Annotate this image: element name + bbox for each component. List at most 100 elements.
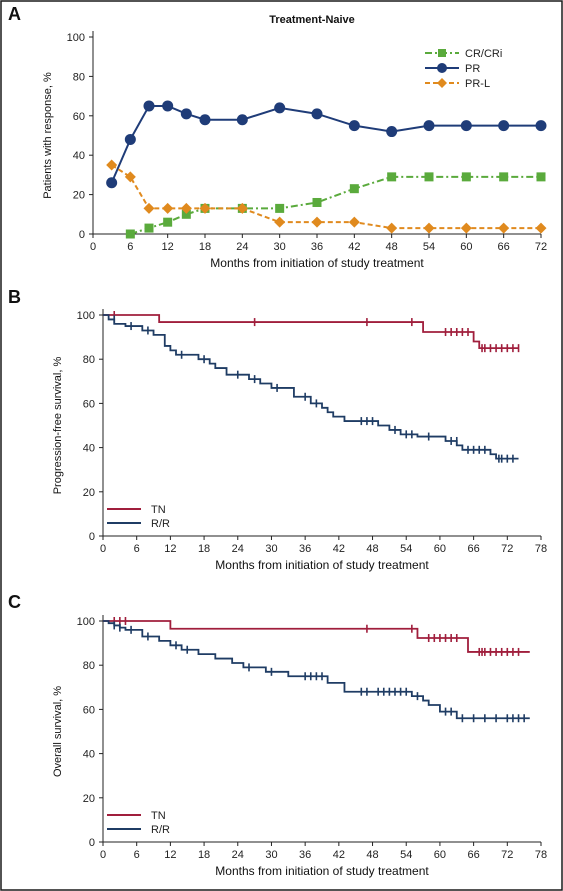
y-tick-label: 60: [73, 111, 85, 123]
legend-marker: [437, 78, 447, 88]
data-point-pr: [348, 120, 360, 132]
panel-a-response-chart: A 0 20 40 60 80 100 0 6 12 18 24 30 36 42 48 54 60 66 72 Mon…: [8, 4, 547, 270]
data-point-cr-cri: [144, 223, 154, 233]
y-tick-label: 60: [83, 704, 95, 716]
x-tick-label: 78: [535, 849, 547, 861]
panel-c-os-chart: C 0 20 40 60 80 100 0 6 12 18 24 30 36 42 48 54 60 66 72 78 M…: [8, 592, 547, 878]
panel-b-pfs-chart: B 0 20 40 60 80 100 0 6 12 18 24 30 36 42 48 54 60 66 72 78 M…: [8, 287, 547, 572]
data-point-pr: [143, 100, 155, 112]
legend-label: R/R: [151, 824, 170, 836]
data-point-cr-cri: [387, 172, 397, 182]
x-tick-label: 60: [434, 543, 446, 555]
x-tick-label: 66: [467, 543, 479, 555]
data-point-pr: [535, 120, 547, 132]
y-tick-label: 40: [73, 150, 85, 162]
y-tick-label: 0: [89, 531, 95, 543]
data-point-pr-l: [124, 171, 136, 183]
data-point-cr-cri: [536, 172, 546, 182]
x-tick-label: 30: [265, 543, 277, 555]
data-point-cr-cri: [125, 229, 135, 239]
x-tick-label: 36: [299, 543, 311, 555]
data-point-cr-cri: [312, 197, 322, 207]
data-point-cr-cri: [163, 217, 173, 227]
data-point-pr-l: [498, 222, 510, 234]
x-tick-label: 24: [232, 849, 244, 861]
x-tick-label: 54: [400, 849, 412, 861]
x-tick-label: 60: [434, 849, 446, 861]
panel-letter: A: [8, 4, 21, 24]
x-tick-label: 24: [232, 543, 244, 555]
legend-label: PR-L: [465, 78, 490, 90]
data-point-pr: [274, 102, 286, 114]
x-tick-label: 66: [467, 849, 479, 861]
data-point-cr-cri: [424, 172, 434, 182]
y-tick-label: 40: [83, 749, 95, 761]
x-tick-label: 36: [311, 241, 323, 253]
data-point-pr-l: [423, 222, 435, 234]
x-tick-label: 12: [164, 543, 176, 555]
km-curve-tn: [103, 620, 530, 653]
data-point-pr-l: [274, 216, 286, 228]
legend-label: PR: [465, 63, 480, 75]
data-point-pr: [236, 114, 248, 126]
data-point-cr-cri: [275, 203, 285, 213]
y-axis-label: Overall survival, %: [52, 686, 64, 777]
y-tick-label: 20: [83, 793, 95, 805]
data-point-pr: [386, 126, 398, 138]
y-tick-label: 80: [83, 354, 95, 366]
legend-marker: [438, 49, 446, 57]
data-point-pr: [423, 120, 435, 132]
y-tick-label: 100: [77, 310, 95, 322]
data-point-pr-l: [535, 222, 547, 234]
panel-letter: B: [8, 287, 21, 307]
x-tick-label: 36: [299, 849, 311, 861]
data-point-pr-l: [236, 202, 248, 214]
data-point-pr: [199, 114, 211, 126]
x-tick-label: 54: [423, 241, 435, 253]
chart-title: Treatment-Naive: [269, 14, 355, 26]
y-tick-label: 80: [83, 660, 95, 672]
x-tick-label: 42: [333, 849, 345, 861]
data-point-pr-l: [106, 159, 118, 171]
x-tick-label: 18: [198, 543, 210, 555]
x-tick-label: 72: [501, 849, 513, 861]
x-tick-label: 6: [134, 849, 140, 861]
legend-label: TN: [151, 810, 166, 822]
legend-label: TN: [151, 504, 166, 516]
y-tick-label: 0: [89, 837, 95, 849]
legend-label: CR/CRi: [465, 48, 502, 60]
x-tick-label: 0: [100, 849, 106, 861]
data-point-pr: [498, 120, 510, 132]
panel-letter: C: [8, 592, 21, 612]
y-tick-label: 60: [83, 398, 95, 410]
x-tick-label: 48: [386, 241, 398, 253]
data-point-pr-l: [460, 222, 472, 234]
data-point-pr: [180, 108, 192, 120]
x-tick-label: 0: [90, 241, 96, 253]
data-point-pr: [106, 177, 118, 189]
x-tick-label: 12: [164, 849, 176, 861]
x-tick-label: 54: [400, 543, 412, 555]
data-point-pr-l: [386, 222, 398, 234]
data-point-pr-l: [348, 216, 360, 228]
x-tick-label: 18: [199, 241, 211, 253]
data-point-pr: [460, 120, 472, 132]
y-axis-label: Progression-free survival, %: [52, 357, 64, 495]
km-curve-r-r: [103, 620, 530, 720]
y-tick-label: 20: [73, 190, 85, 202]
x-tick-label: 42: [333, 543, 345, 555]
x-tick-label: 18: [198, 849, 210, 861]
x-tick-label: 72: [501, 543, 513, 555]
data-point-cr-cri: [461, 172, 471, 182]
x-tick-label: 78: [535, 543, 547, 555]
data-point-pr-l: [311, 216, 323, 228]
data-point-cr-cri: [349, 184, 359, 194]
x-tick-label: 0: [100, 543, 106, 555]
data-point-pr: [124, 133, 136, 145]
data-point-pr-l: [180, 202, 192, 214]
y-tick-label: 100: [67, 32, 85, 44]
x-tick-label: 24: [236, 241, 248, 253]
data-point-pr-l: [143, 202, 155, 214]
